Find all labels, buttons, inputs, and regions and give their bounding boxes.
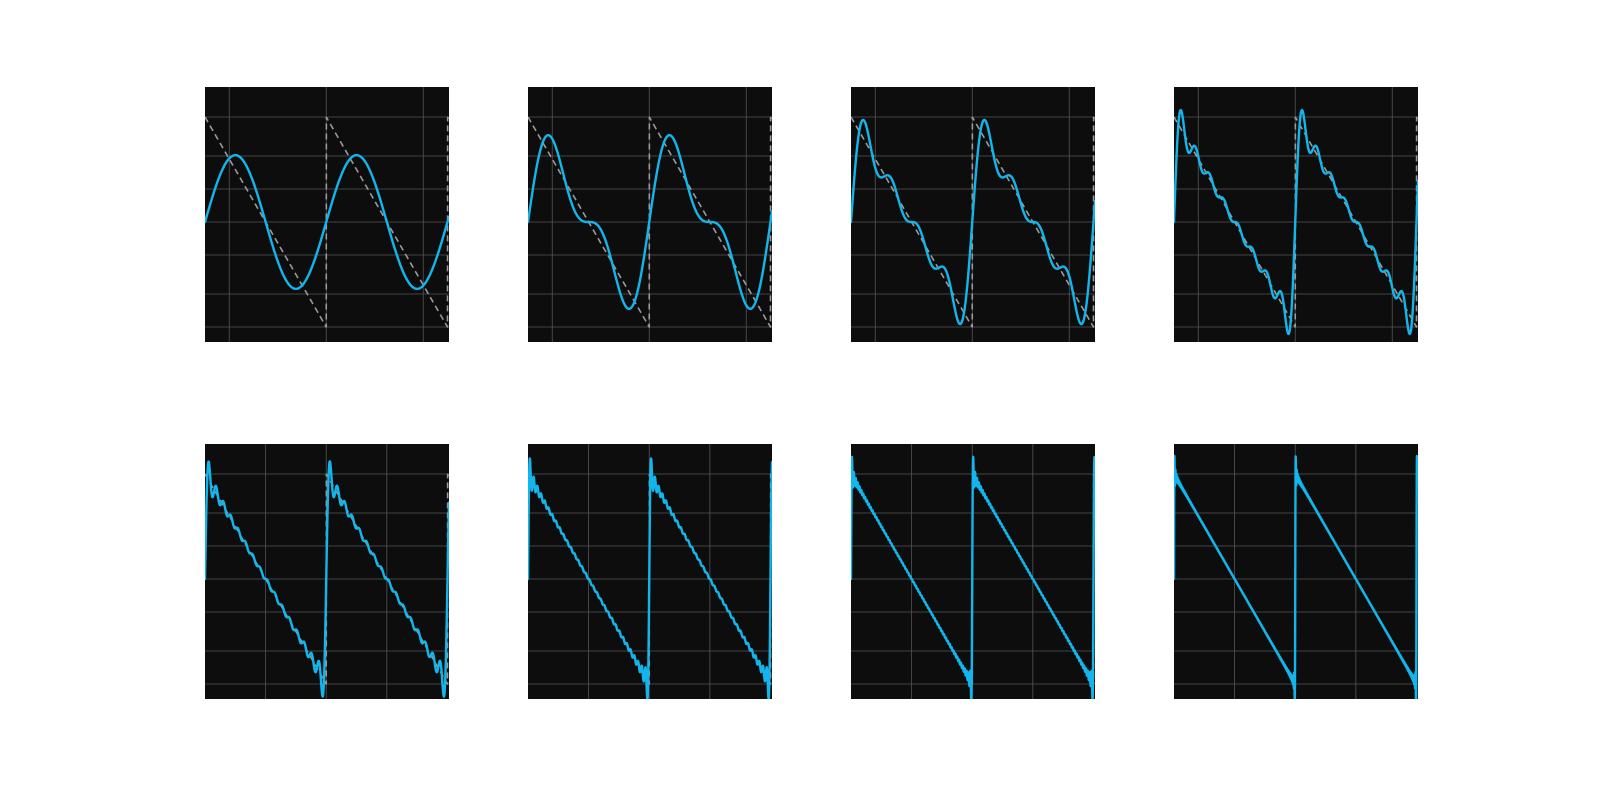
series-partial-sum-2 (528, 133, 772, 311)
series-partial-sum-128 (1174, 454, 1418, 699)
plot-area (851, 444, 1095, 699)
subplot-3 (851, 87, 1095, 342)
plot-area (205, 87, 449, 342)
subplot-5 (205, 444, 449, 699)
series-target-sawtooth (205, 116, 449, 328)
subplot-7 (851, 444, 1095, 699)
subplot-1 (205, 87, 449, 342)
series-partial-sum-64 (851, 455, 1095, 699)
plot-area (1174, 87, 1418, 342)
subplot-4 (1174, 87, 1418, 342)
series-partial-sum-8 (1174, 108, 1418, 336)
subplot-8 (1174, 444, 1418, 699)
plot-area (528, 87, 772, 342)
series-target-sawtooth (851, 116, 1095, 328)
series-partial-sum-4 (851, 118, 1095, 326)
subplot-6 (528, 444, 772, 699)
plot-area (205, 444, 449, 699)
series-partial-sum-16 (205, 460, 449, 698)
plot-area (1174, 444, 1418, 699)
series-partial-sum-32 (528, 457, 772, 699)
series-target-sawtooth (528, 116, 772, 328)
plot-area (851, 87, 1095, 342)
series-partial-sum-1 (205, 153, 449, 291)
plot-area (528, 444, 772, 699)
subplot-2 (528, 87, 772, 342)
